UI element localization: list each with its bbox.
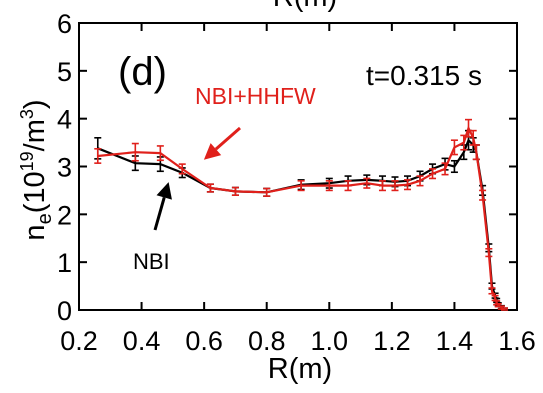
data-point (297, 180, 305, 192)
series-nbi-hhfw (94, 118, 508, 311)
annotation-arrows (153, 126, 241, 231)
y-tick-label: 0 (57, 296, 72, 326)
data-point (500, 307, 508, 311)
data-point (429, 168, 437, 180)
nbi-arrow (153, 182, 172, 231)
data-point (472, 144, 480, 161)
data-point (488, 287, 496, 295)
x-tick-label: 1.0 (311, 326, 349, 356)
y-label-mid: (10 (19, 171, 51, 213)
x-tick-label: 1.6 (498, 326, 536, 356)
data-point (450, 159, 458, 174)
data-point (156, 145, 164, 162)
data-point (460, 134, 468, 151)
nbi-hhfw-arrow (203, 126, 241, 160)
x-tick-label: 0.2 (60, 326, 98, 356)
x-axis-label: R(m) (268, 353, 332, 385)
y-label-sub: e (34, 213, 56, 224)
data-point (344, 180, 352, 192)
data-point (325, 180, 333, 192)
x-tick-label: 0.6 (185, 326, 223, 356)
y-tick-label: 3 (57, 153, 72, 183)
x-tick-label: 0.4 (123, 326, 161, 356)
y-tick-label: 6 (57, 9, 72, 39)
y-label-end: ) (19, 99, 51, 109)
data-point (450, 139, 458, 156)
y-tick-label: 5 (57, 57, 72, 87)
y-label-main: n (19, 224, 51, 240)
y-label-sup2: 3 (17, 109, 37, 119)
data-point (378, 180, 386, 192)
data-point (416, 175, 424, 187)
y-tick-label: 4 (57, 105, 72, 135)
x-tick-label: 1.4 (436, 326, 474, 356)
annotation-nbi-hhfw-label: NBI+HHFW (195, 83, 316, 109)
data-point (441, 162, 449, 176)
ticks: 0.2 0.4 0.6 0.8 1.0 1.2 1.4 1.6 0 1 2 3 4 5 6 (57, 9, 536, 356)
data-point (231, 186, 239, 196)
data-point (363, 177, 371, 189)
data-point (206, 183, 214, 193)
data-point (404, 179, 411, 191)
y-label-sup1: 19 (17, 151, 37, 171)
series-line (97, 138, 506, 310)
time-label: t=0.315 s (366, 60, 482, 91)
data-point (178, 163, 186, 175)
x-tick-label: 0.8 (248, 326, 286, 356)
panel-label: (d) (118, 50, 167, 94)
data-point (485, 247, 493, 258)
series-group (94, 118, 508, 311)
data-point (263, 187, 271, 197)
y-label-mid2: /m (19, 119, 51, 151)
svg-text:ne(1019/m3): ne(1019/m3) (17, 99, 56, 240)
data-point (94, 148, 102, 164)
data-point (479, 189, 487, 201)
data-point (131, 142, 139, 162)
y-tick-label: 1 (57, 248, 72, 278)
data-point (465, 118, 473, 138)
annotation-nbi-label: NBI (133, 249, 170, 274)
clipped-top-axis-label: R(m) (273, 0, 337, 13)
y-axis-label: ne(1019/m3) (17, 99, 56, 240)
x-tick-label: 1.2 (373, 326, 411, 356)
y-tick-label: 2 (57, 200, 72, 230)
data-point (391, 180, 399, 192)
